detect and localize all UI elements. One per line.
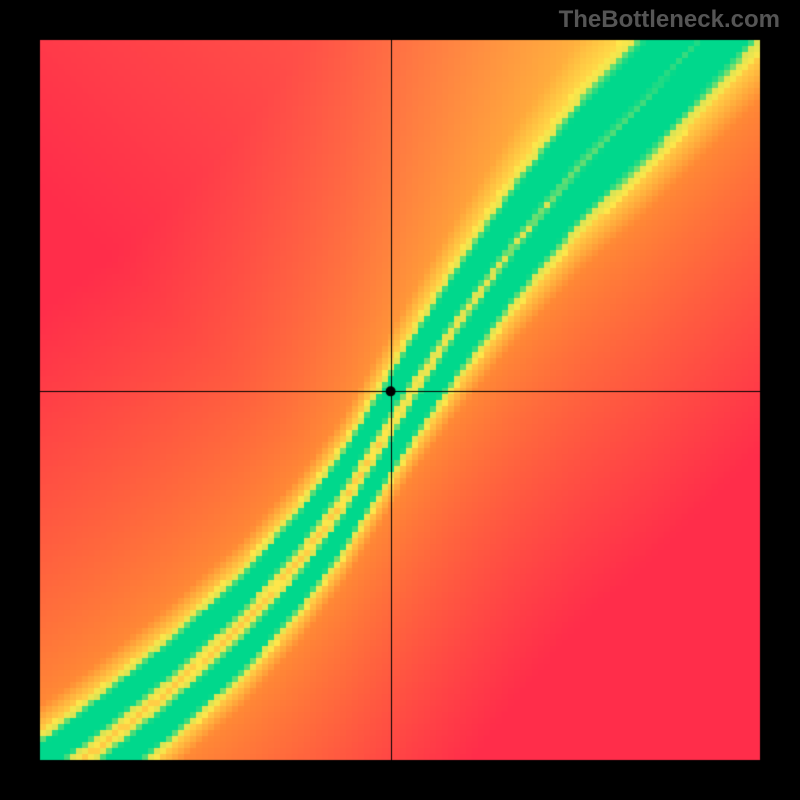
- watermark-text: TheBottleneck.com: [559, 6, 780, 34]
- bottleneck-heatmap: [0, 0, 800, 800]
